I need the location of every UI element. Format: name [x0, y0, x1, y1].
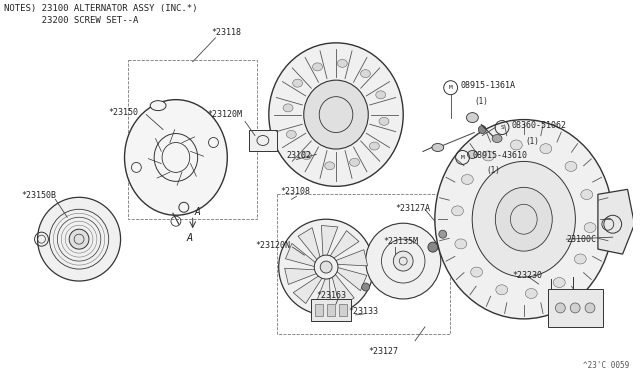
Ellipse shape	[478, 126, 486, 134]
Ellipse shape	[349, 158, 360, 166]
Ellipse shape	[525, 289, 537, 298]
Text: 23102: 23102	[287, 151, 312, 160]
Text: *23118: *23118	[211, 28, 241, 37]
Polygon shape	[336, 267, 367, 291]
Bar	[339, 304, 347, 316]
Text: A: A	[187, 233, 193, 243]
Text: 23100C: 23100C	[566, 235, 596, 244]
Ellipse shape	[179, 202, 189, 212]
Text: *23127A: *23127A	[396, 204, 430, 213]
Polygon shape	[314, 276, 331, 309]
Ellipse shape	[472, 161, 575, 277]
Text: *23150: *23150	[109, 108, 139, 117]
Ellipse shape	[439, 230, 447, 238]
Text: (1): (1)	[526, 137, 540, 145]
Ellipse shape	[461, 174, 473, 185]
Ellipse shape	[470, 267, 483, 277]
Ellipse shape	[150, 101, 166, 110]
Text: 08360-51062: 08360-51062	[512, 121, 567, 130]
Ellipse shape	[467, 150, 477, 158]
Ellipse shape	[278, 219, 374, 315]
Bar	[548, 289, 603, 327]
Text: M: M	[461, 155, 465, 160]
Ellipse shape	[314, 255, 338, 279]
Ellipse shape	[376, 91, 386, 99]
Text: A: A	[195, 207, 200, 217]
Ellipse shape	[584, 222, 596, 232]
Text: 08915-1361A: 08915-1361A	[461, 81, 516, 90]
Bar	[311, 299, 351, 321]
Ellipse shape	[435, 119, 612, 319]
Ellipse shape	[125, 100, 227, 215]
Ellipse shape	[483, 151, 494, 161]
Text: *23135M: *23135M	[383, 237, 419, 246]
Ellipse shape	[554, 278, 565, 288]
Polygon shape	[298, 228, 320, 261]
Ellipse shape	[570, 303, 580, 313]
Ellipse shape	[269, 43, 403, 186]
Ellipse shape	[510, 140, 522, 150]
Text: *23133: *23133	[348, 307, 378, 316]
Polygon shape	[332, 273, 354, 307]
Text: *23150B: *23150B	[22, 191, 57, 201]
Bar	[249, 129, 276, 151]
Bar	[327, 304, 335, 316]
Text: *23120M: *23120M	[207, 110, 243, 119]
Ellipse shape	[38, 197, 120, 281]
Ellipse shape	[467, 113, 478, 122]
Ellipse shape	[312, 63, 323, 71]
Ellipse shape	[540, 144, 552, 154]
Ellipse shape	[428, 242, 438, 252]
Ellipse shape	[492, 135, 502, 142]
Ellipse shape	[574, 254, 586, 264]
Bar	[316, 304, 323, 316]
Ellipse shape	[455, 239, 467, 249]
Text: S: S	[500, 125, 504, 130]
Polygon shape	[293, 276, 323, 304]
Polygon shape	[285, 268, 318, 285]
Ellipse shape	[301, 152, 312, 160]
Text: (1): (1)	[486, 166, 500, 176]
Ellipse shape	[585, 303, 595, 313]
Polygon shape	[334, 250, 367, 266]
Ellipse shape	[432, 144, 444, 151]
Text: 08915-43610: 08915-43610	[472, 151, 527, 160]
Ellipse shape	[286, 130, 296, 138]
Ellipse shape	[379, 117, 389, 125]
Ellipse shape	[496, 285, 508, 295]
Ellipse shape	[394, 251, 413, 271]
Text: *23230: *23230	[512, 271, 542, 280]
Ellipse shape	[69, 229, 89, 249]
Text: *23163: *23163	[316, 291, 346, 300]
Ellipse shape	[565, 161, 577, 171]
Text: NOTES) 23100 ALTERNATOR ASSY (INC.*): NOTES) 23100 ALTERNATOR ASSY (INC.*)	[4, 4, 198, 13]
Polygon shape	[285, 243, 316, 267]
Bar	[129, 60, 257, 219]
Ellipse shape	[360, 70, 371, 78]
Bar	[276, 194, 450, 334]
Ellipse shape	[452, 206, 463, 216]
Polygon shape	[598, 189, 634, 254]
Ellipse shape	[304, 80, 368, 149]
Ellipse shape	[362, 283, 370, 291]
Polygon shape	[329, 231, 359, 258]
Ellipse shape	[495, 187, 552, 251]
Text: 23200 SCREW SET--A: 23200 SCREW SET--A	[4, 16, 138, 25]
Text: *23108: *23108	[281, 187, 310, 196]
Text: ^23'C 0059: ^23'C 0059	[583, 361, 629, 370]
Ellipse shape	[556, 303, 565, 313]
Ellipse shape	[283, 104, 293, 112]
Ellipse shape	[365, 223, 441, 299]
Ellipse shape	[369, 142, 380, 150]
Ellipse shape	[337, 60, 348, 67]
Ellipse shape	[581, 190, 593, 199]
Ellipse shape	[292, 79, 303, 87]
Text: *23120N: *23120N	[255, 241, 290, 250]
Ellipse shape	[320, 261, 332, 273]
Text: (1): (1)	[474, 97, 488, 106]
Polygon shape	[321, 225, 338, 257]
Text: M: M	[449, 85, 452, 90]
Text: *23127: *23127	[369, 347, 399, 356]
Ellipse shape	[324, 162, 335, 170]
